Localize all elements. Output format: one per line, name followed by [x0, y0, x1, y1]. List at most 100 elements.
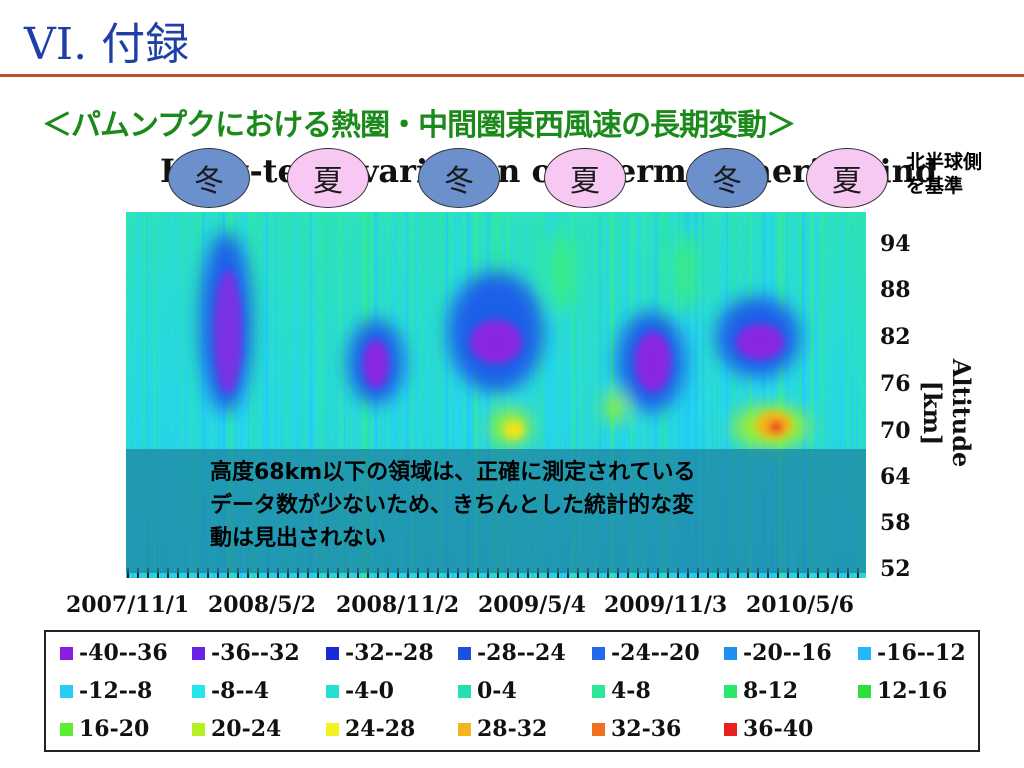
heatmap-streak — [338, 212, 343, 578]
heatmap-streak — [734, 212, 736, 578]
legend-swatch — [326, 646, 339, 660]
heatmap-streak — [194, 212, 198, 578]
heatmap-streak — [826, 212, 831, 578]
heatmap-streak — [538, 212, 542, 578]
heatmap-streak — [834, 212, 836, 578]
heatmap-streak — [398, 212, 403, 578]
heatmap-streak — [346, 212, 349, 578]
peak-eastward-core — [769, 421, 783, 433]
heatmap-streak — [446, 212, 448, 578]
heatmap-streak — [706, 212, 710, 578]
season-badge-summer-3: 夏 — [806, 148, 888, 208]
legend-label: -20--16 — [743, 640, 832, 666]
heatmap-streak — [310, 212, 312, 578]
heatmap-streak — [466, 212, 471, 578]
x-tick-label: 2007/11/1 — [66, 592, 190, 618]
season-badge-winter-2: 冬 — [418, 148, 500, 208]
heatmap-streak — [186, 212, 191, 578]
slide-subtitle: ＜パムンプクにおける熱圏・中間圏東西風速の長期変動＞ — [42, 108, 796, 143]
heatmap-streak — [854, 212, 856, 578]
heatmap-streak — [246, 212, 248, 578]
legend-item: -36--32 — [192, 640, 300, 666]
legend-label: -36--32 — [211, 640, 300, 666]
heatmap-streak — [562, 212, 564, 578]
north-hemisphere-note: 北半球側 を基準 — [906, 151, 983, 197]
legend-swatch — [458, 684, 471, 698]
legend-swatch — [60, 684, 73, 698]
heatmap-streak — [314, 212, 318, 578]
heatmap-streak — [298, 212, 300, 578]
strong-westward-core — [214, 270, 242, 394]
legend-swatch — [192, 722, 205, 736]
legend-item: -40--36 — [60, 640, 168, 666]
legend-label: -4-0 — [345, 678, 394, 704]
y-tick-label: 88 — [880, 277, 911, 303]
heatmap-streak — [290, 212, 293, 578]
legend-item: 32-36 — [592, 716, 681, 742]
heatmap-streak — [518, 212, 523, 578]
heatmap-streak — [494, 212, 499, 578]
heatmap-streak — [738, 212, 743, 578]
legend-swatch — [592, 684, 605, 698]
heatmap-streak — [862, 212, 866, 578]
heatmap-streak — [578, 212, 583, 578]
wind-cores — [214, 270, 792, 439]
heatmap-streak — [162, 212, 164, 578]
legend-label: -16--12 — [877, 640, 966, 666]
heatmap-streak — [690, 212, 692, 578]
heatmap-streak — [322, 212, 325, 578]
heatmap-streak — [814, 212, 818, 578]
season-badge-winter-3: 冬 — [686, 148, 768, 208]
heatmap-streak — [258, 212, 261, 578]
legend-item: 4-8 — [592, 678, 651, 704]
heatmap-streak — [554, 212, 558, 578]
heatmap-streak — [586, 212, 589, 578]
heatmap-streak — [842, 212, 844, 578]
heatmap-svg — [126, 212, 866, 578]
heatmap-streak — [530, 212, 532, 578]
heatmap-streak — [422, 212, 424, 578]
heatmap-streak — [278, 212, 280, 578]
legend-label: 24-28 — [345, 716, 416, 742]
legend-item: -20--16 — [724, 640, 832, 666]
legend-label: -28--24 — [477, 640, 566, 666]
heatmap-streak — [542, 212, 545, 578]
season-badge-summer-2: 夏 — [544, 148, 626, 208]
legend-label: -8--4 — [211, 678, 270, 704]
heatmap-streak — [482, 212, 484, 578]
heatmap-streak — [590, 212, 594, 578]
season-badge-winter-1: 冬 — [168, 148, 250, 208]
y-tick-label: 58 — [880, 510, 911, 536]
heatmap-streak — [330, 212, 333, 578]
heatmap-streak — [454, 212, 457, 578]
heatmap-streak — [702, 212, 704, 578]
heatmap-streak — [174, 212, 178, 578]
heatmap-streak — [326, 212, 328, 578]
heatmap-streak — [782, 212, 787, 578]
heatmap-streak — [302, 212, 306, 578]
heatmap-streak — [342, 212, 344, 578]
heatmap-streak — [198, 212, 201, 578]
legend-swatch — [458, 722, 471, 736]
heatmap-streak — [294, 212, 296, 578]
heatmap-streak — [202, 212, 205, 578]
color-legend: -40--36 -36--32 -32--28 -28--24 -24--20 … — [44, 630, 980, 752]
heatmap-streak — [410, 212, 415, 578]
heatmap-streak — [402, 212, 405, 578]
legend-item: 28-32 — [458, 716, 547, 742]
y-tick-label: 52 — [880, 556, 911, 582]
legend-item: 16-20 — [60, 716, 149, 742]
heatmap-streak — [458, 212, 461, 578]
heatmap-streak — [718, 212, 720, 578]
heatmap-streak — [470, 212, 472, 578]
heatmap-streak — [790, 212, 795, 578]
heatmap-streak — [502, 212, 504, 578]
legend-label: 16-20 — [79, 716, 150, 742]
heatmap-streak — [722, 212, 724, 578]
legend-swatch — [724, 646, 737, 660]
heatmap-streak — [498, 212, 501, 578]
legend-item: 36-40 — [724, 716, 813, 742]
x-tick-label: 2008/5/2 — [208, 592, 316, 618]
heatmap-streak — [786, 212, 788, 578]
legend-swatch — [592, 646, 605, 660]
